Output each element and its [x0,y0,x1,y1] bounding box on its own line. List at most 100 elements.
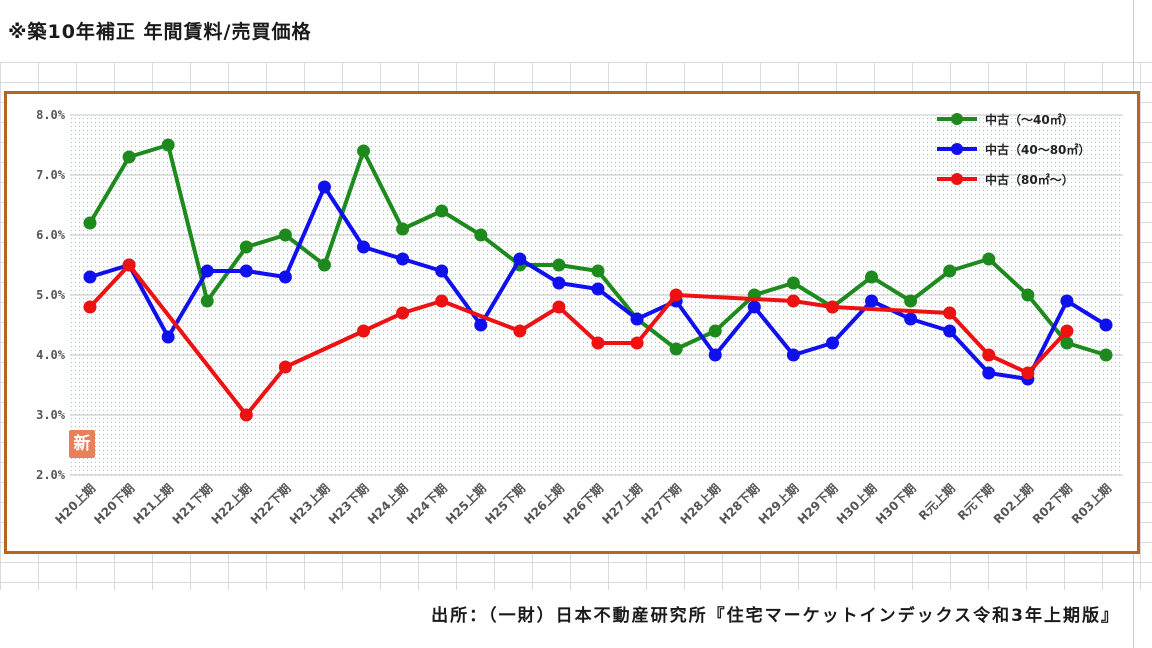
data-point [1060,324,1074,338]
data-point [552,258,566,272]
data-point [122,150,136,164]
series-line-3 [88,263,1069,417]
data-point [357,324,371,338]
data-point [825,300,839,314]
x-tick-label: H29上期 [755,481,801,527]
data-point [630,312,644,326]
data-point [1021,366,1035,380]
data-point [943,324,957,338]
data-point [669,342,683,356]
data-point [1060,336,1074,350]
data-point [278,360,292,374]
x-tick-label: R03上期 [1068,481,1114,527]
sheet-header-area [0,0,1152,62]
x-tick-label: H25上期 [442,481,488,527]
source-note: 出所：（一財）日本不動産研究所『住宅マーケットインデックス令和3年上期版』 [431,606,1120,626]
data-point [239,264,253,278]
x-tick-label: H20下期 [91,481,137,527]
x-tick-label: R元上期 [915,481,958,524]
data-point [552,300,566,314]
y-tick-label: 6.0% [36,228,66,242]
data-point [825,336,839,350]
data-point [513,324,527,338]
legend-marker [951,143,963,155]
new-badge: 新 [69,430,95,458]
data-point [982,366,996,380]
data-point [1060,294,1074,308]
data-point [396,306,410,320]
data-point [904,312,918,326]
legend-label: 中古（～40㎡） [985,112,1074,127]
data-point [239,240,253,254]
data-point [435,264,449,278]
x-tick-label: H22上期 [208,481,254,527]
y-tick-label: 4.0% [36,348,66,362]
data-point [161,330,175,344]
data-point [786,294,800,308]
data-point [786,276,800,290]
data-point [982,348,996,362]
data-point [943,306,957,320]
data-point [669,288,683,302]
data-point [278,270,292,284]
data-point [591,336,605,350]
data-point [865,270,879,284]
x-tick-label: H23上期 [286,481,332,527]
page-title: ※築10年補正 年間賃料/売買価格 [8,21,312,43]
data-point [747,300,761,314]
data-point [513,252,527,266]
data-point [435,204,449,218]
data-point [630,336,644,350]
x-tick-label: H21上期 [130,481,176,527]
x-tick-label: H22下期 [247,481,293,527]
y-tick-label: 2.0% [36,468,66,482]
data-point [708,324,722,338]
data-point [904,294,918,308]
data-point [474,318,488,332]
sheet-footer-area [0,590,1152,648]
legend-label: 中古（80㎡～） [985,172,1074,187]
x-tick-label: R02下期 [1029,481,1075,527]
x-tick-label: H23下期 [325,481,371,527]
x-tick-label: H28上期 [677,481,723,527]
data-point [200,294,214,308]
data-point [591,282,605,296]
data-point [357,240,371,254]
data-point [200,264,214,278]
data-point [239,408,253,422]
x-tick-label: H25下期 [481,481,527,527]
line-chart: 2.0%3.0%4.0%5.0%6.0%7.0%8.0%H20上期H20下期H2… [36,108,1123,527]
x-tick-label: R02上期 [990,481,1036,527]
data-point [552,276,566,290]
x-tick-label: H21下期 [169,481,215,527]
data-point [396,222,410,236]
data-point [786,348,800,362]
x-tick-label: H26上期 [521,481,567,527]
data-point [474,228,488,242]
legend-marker [951,113,963,125]
x-tick-label: H27上期 [599,481,645,527]
x-tick-label: H28下期 [716,481,762,527]
data-point [591,264,605,278]
data-point [83,216,97,230]
data-point [357,144,371,158]
data-point [317,258,331,272]
y-tick-label: 5.0% [36,288,66,302]
x-tick-label: H27下期 [638,481,684,527]
data-point [982,252,996,266]
data-point [1021,288,1035,302]
data-point [396,252,410,266]
data-point [1099,348,1113,362]
data-point [435,294,449,308]
y-tick-label: 7.0% [36,168,66,182]
x-tick-label: H24下期 [403,481,449,527]
legend-marker [951,173,963,185]
chart-frame: 2.0% 3.0% 4.0% 5.0% 6.0% 7.0% 8.0% H20上期 H20下期 H2… [4,91,1140,554]
legend-label: 中古（40～80㎡） [985,142,1090,157]
x-tick-label: H30下期 [872,481,918,527]
data-point [83,300,97,314]
x-tick-label: H29下期 [794,481,840,527]
data-point [708,348,722,362]
x-tick-label: H26下期 [560,481,606,527]
x-tick-label: H24上期 [364,481,410,527]
